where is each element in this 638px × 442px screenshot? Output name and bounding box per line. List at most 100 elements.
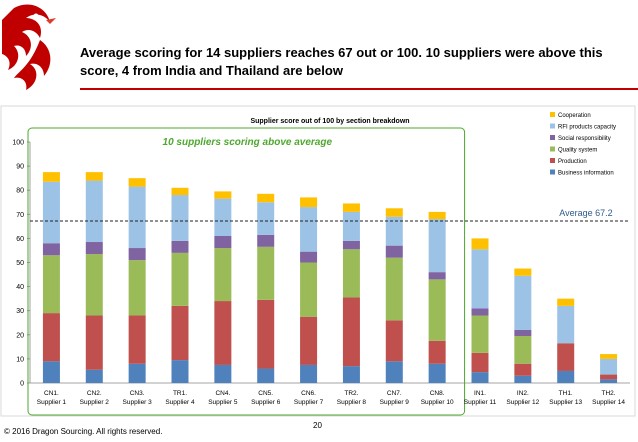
legend-label: Business information: [558, 171, 614, 177]
slide-title: Average scoring for 14 suppliers reaches…: [80, 45, 603, 78]
x-tick-label: TR2.: [344, 390, 358, 397]
legend-label: RFI products capacity: [558, 125, 616, 131]
y-tick-label: 60: [16, 236, 24, 243]
bar-segment-quality-system: [128, 260, 146, 316]
bar-segment-cooperation: [514, 268, 532, 276]
x-tick-label: TR1.: [173, 390, 187, 397]
annotation-label: 10 suppliers scoring above average: [163, 137, 333, 148]
bar-segment-social-responsibility: [300, 251, 318, 263]
y-tick-label: 70: [16, 212, 24, 219]
bar-segment-business-information: [428, 363, 446, 383]
bar-segment-quality-system: [85, 254, 103, 316]
y-tick-label: 10: [16, 356, 24, 363]
y-tick-label: 100: [12, 140, 24, 147]
bar-segment-quality-system: [257, 246, 275, 300]
y-tick-label: 80: [16, 188, 24, 195]
bar-segment-cooperation: [85, 172, 103, 181]
bar-segment-social-responsibility: [471, 308, 489, 316]
legend-swatch: [550, 123, 555, 129]
bar-segment-rfi-products-capacity: [342, 211, 360, 241]
bar-segment-business-information: [514, 375, 532, 383]
legend-label: Production: [558, 159, 587, 165]
x-tick-label: Supplier 8: [337, 399, 367, 406]
bar-segment-business-information: [300, 364, 318, 383]
bar-segment-production: [471, 352, 489, 373]
legend-label: Social responsibility: [558, 136, 611, 142]
x-tick-label: CN6.: [301, 390, 316, 397]
bar-segment-cooperation: [171, 187, 189, 196]
x-tick-label: Supplier 7: [294, 399, 324, 406]
bar-segment-social-responsibility: [85, 242, 103, 255]
bar-segment-business-information: [600, 379, 618, 383]
y-tick-label: 30: [16, 308, 24, 315]
bar-segment-rfi-products-capacity: [428, 219, 446, 273]
stacked-bar-chart: Supplier score out of 100 by section bre…: [0, 105, 636, 417]
bar-segment-business-information: [471, 372, 489, 383]
bar-segment-quality-system: [342, 249, 360, 298]
bar-segment-quality-system: [471, 315, 489, 353]
bar-segment-production: [42, 313, 60, 362]
copyright-footer: © 2016 Dragon Sourcing. All rights reser…: [4, 427, 163, 436]
bar-segment-production: [214, 301, 232, 365]
bar-segment-cooperation: [257, 193, 275, 203]
chart-frame: [0, 105, 636, 417]
bar-segment-rfi-products-capacity: [557, 305, 575, 344]
bar-segment-rfi-products-capacity: [171, 195, 189, 241]
x-tick-label: CN1.: [44, 390, 59, 397]
bar-segment-social-responsibility: [385, 245, 403, 258]
x-tick-label: Supplier 13: [549, 399, 582, 406]
bar-segment-quality-system: [171, 252, 189, 306]
bar-segment-cooperation: [600, 354, 618, 359]
bar-segment-production: [128, 315, 146, 364]
bar-segment-social-responsibility: [514, 329, 532, 337]
dragon-logo: [2, 4, 56, 90]
legend-swatch: [550, 169, 555, 175]
bar-segment-social-responsibility: [214, 235, 232, 249]
bar-segment-business-information: [257, 368, 275, 383]
x-tick-label: CN2.: [87, 390, 102, 397]
bar-segment-rfi-products-capacity: [128, 186, 146, 249]
bar-segment-business-information: [214, 364, 232, 383]
x-tick-label: Supplier 9: [380, 399, 410, 406]
x-tick-label: CN4.: [215, 390, 230, 397]
bar-segment-rfi-products-capacity: [214, 198, 232, 236]
x-tick-label: Supplier 4: [165, 399, 195, 406]
x-tick-label: IN1.: [474, 390, 486, 397]
bar-segment-rfi-products-capacity: [42, 181, 60, 244]
x-tick-label: Supplier 6: [251, 399, 281, 406]
bar-segment-business-information: [128, 363, 146, 383]
x-tick-label: Supplier 1: [37, 399, 67, 406]
bar-segment-production: [342, 297, 360, 367]
y-tick-label: 40: [16, 284, 24, 291]
bar-segment-rfi-products-capacity: [471, 249, 489, 309]
bar-segment-business-information: [42, 361, 60, 383]
bar-segment-production: [257, 299, 275, 369]
bar-segment-business-information: [85, 369, 103, 383]
y-tick-label: 50: [16, 260, 24, 267]
bar-segment-cooperation: [128, 178, 146, 187]
x-tick-label: Supplier 3: [123, 399, 153, 406]
x-tick-label: Supplier 14: [592, 399, 625, 406]
x-tick-label: TH1.: [559, 390, 573, 397]
bar-segment-production: [171, 305, 189, 361]
title-divider: [80, 88, 638, 90]
x-tick-label: CN3.: [130, 390, 145, 397]
bar-segment-rfi-products-capacity: [85, 180, 103, 243]
bar-segment-quality-system: [214, 248, 232, 302]
x-tick-label: Supplier 2: [80, 399, 110, 406]
bar-segment-social-responsibility: [428, 272, 446, 280]
bar-segment-cooperation: [300, 197, 318, 208]
bar-segment-business-information: [385, 361, 403, 383]
bar-segment-rfi-products-capacity: [385, 216, 403, 246]
bar-segment-production: [428, 340, 446, 364]
bar-segment-social-responsibility: [42, 243, 60, 256]
bar-segment-cooperation: [342, 203, 360, 212]
x-tick-label: Supplier 12: [506, 399, 539, 406]
x-tick-label: Supplier 10: [421, 399, 454, 406]
bar-segment-cooperation: [214, 191, 232, 199]
x-tick-label: Supplier 5: [208, 399, 238, 406]
x-tick-label: Supplier 11: [464, 399, 497, 406]
bar-segment-rfi-products-capacity: [514, 275, 532, 330]
legend-label: Quality system: [558, 148, 597, 154]
y-tick-label: 90: [16, 164, 24, 171]
